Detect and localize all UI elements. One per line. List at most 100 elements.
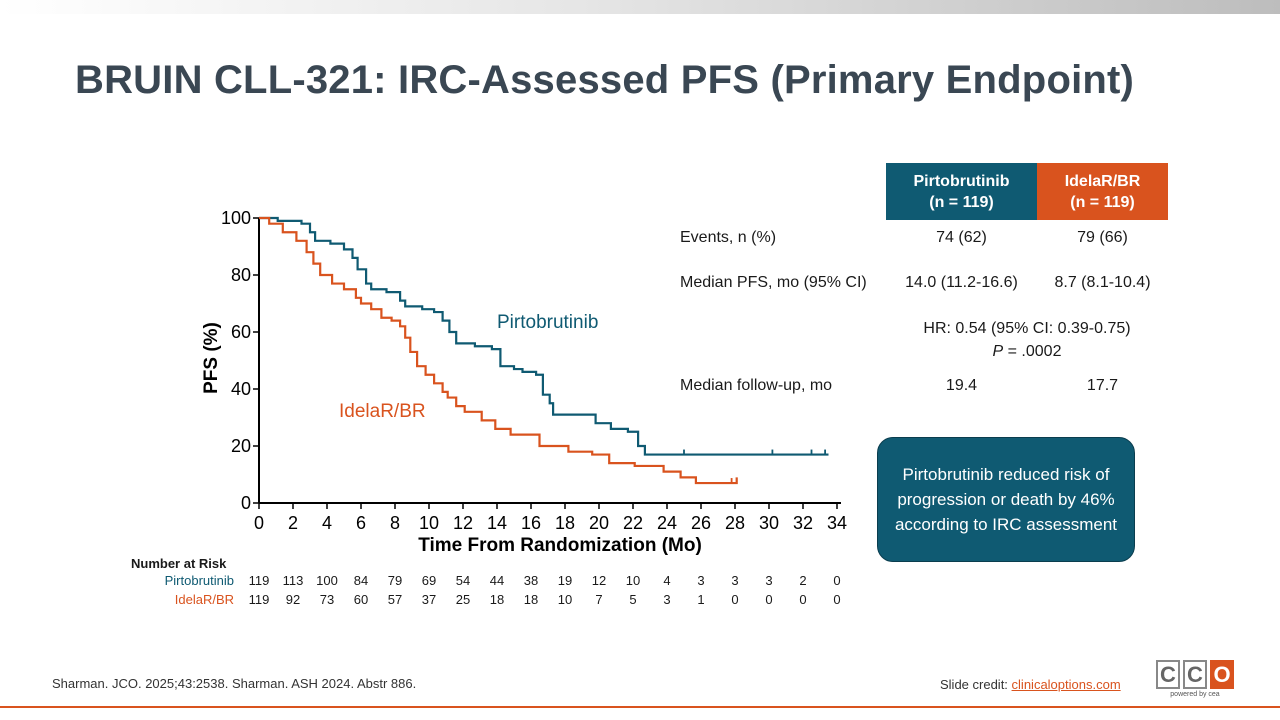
- annotation-pirtobrutinib: Pirtobrutinib: [497, 312, 598, 333]
- risk-value-idelar: 0: [765, 592, 773, 607]
- top-gradient-bar: [0, 0, 1280, 14]
- x-tick-label: 4: [322, 513, 332, 533]
- x-tick-label: 2: [288, 513, 298, 533]
- credit-prefix: Slide credit:: [940, 677, 1012, 692]
- header-idelar-n: (n = 119): [1070, 193, 1135, 211]
- events-label: Events, n (%): [680, 229, 777, 246]
- risk-value-idelar: 3: [663, 592, 671, 607]
- reference-citation: Sharman. JCO. 2025;43:2538. Sharman. ASH…: [52, 676, 417, 691]
- risk-value-idelar: 18: [489, 592, 505, 607]
- number-at-risk-title: Number at Risk: [131, 556, 227, 571]
- risk-value-idelar: 92: [285, 592, 301, 607]
- p-value-number: = .0002: [1003, 343, 1062, 360]
- slide-credit: Slide credit: clinicaloptions.com: [940, 677, 1121, 692]
- risk-value-idelar: 10: [557, 592, 573, 607]
- risk-value-idelar: 7: [595, 592, 603, 607]
- risk-value-idelar: 60: [353, 592, 369, 607]
- risk-value-pirtobrutinib: 2: [799, 573, 807, 588]
- y-tick-label: 100: [221, 208, 251, 228]
- logo-letter-c2: C: [1183, 660, 1207, 689]
- risk-value-pirtobrutinib: 79: [387, 573, 403, 588]
- x-tick-label: 20: [589, 513, 609, 533]
- p-value-symbol: P: [992, 343, 1004, 360]
- y-tick-label: 40: [231, 379, 251, 399]
- logo-letter-c1: C: [1156, 660, 1180, 689]
- km-chart: 0 2 4 6 8 10 12 14 16 18 20 22 24 26 28 30 32 34020406080…: [201, 208, 847, 556]
- logo-letter-o: O: [1210, 660, 1234, 689]
- x-tick-label: 24: [657, 513, 677, 533]
- y-axis-label: PFS (%): [201, 322, 222, 394]
- risk-value-pirtobrutinib: 0: [833, 573, 841, 588]
- risk-value-idelar: 5: [629, 592, 637, 607]
- risk-value-pirtobrutinib: 119: [248, 573, 270, 588]
- risk-value-pirtobrutinib: 3: [697, 573, 705, 588]
- x-tick-label: 18: [555, 513, 575, 533]
- header-idelar: IdelaR/BR (n = 119): [1037, 163, 1168, 220]
- idelar-curve: [259, 216, 738, 485]
- x-tick-label: 6: [356, 513, 366, 533]
- followup-idelar: 17.7: [1086, 377, 1119, 394]
- risk-value-idelar: 57: [387, 592, 403, 607]
- x-tick-label: 32: [793, 513, 813, 533]
- x-tick-label: 34: [827, 513, 847, 533]
- followup-pirtobrutinib: 19.4: [945, 377, 978, 394]
- risk-value-pirtobrutinib: 113: [282, 573, 304, 588]
- risk-value-pirtobrutinib: 3: [731, 573, 739, 588]
- events-idelar: 79 (66): [1077, 229, 1128, 246]
- risk-value-pirtobrutinib: 69: [421, 573, 437, 588]
- x-tick-label: 8: [390, 513, 400, 533]
- risk-value-idelar: 18: [523, 592, 539, 607]
- median-pfs-pirtobrutinib: 14.0 (11.2-16.6): [905, 274, 1018, 291]
- hazard-ratio: HR: 0.54 (95% CI: 0.39-0.75): [923, 320, 1131, 337]
- p-value: P = .0002: [886, 343, 1168, 361]
- annotation-idelar: IdelaR/BR: [339, 401, 426, 422]
- x-tick-label: 0: [254, 513, 264, 533]
- slide-title: BRUIN CLL-321: IRC-Assessed PFS (Primary…: [75, 58, 1135, 102]
- x-tick-label: 16: [521, 513, 541, 533]
- y-tick-label: 20: [231, 436, 251, 456]
- risk-value-pirtobrutinib: 10: [625, 573, 641, 588]
- risk-value-pirtobrutinib: 3: [765, 573, 773, 588]
- risk-value-idelar: 0: [799, 592, 807, 607]
- risk-value-pirtobrutinib: 19: [557, 573, 573, 588]
- header-pirtobrutinib-name: Pirtobrutinib: [913, 172, 1010, 190]
- y-tick-label: 0: [241, 493, 251, 513]
- risk-value-pirtobrutinib: 54: [455, 573, 471, 588]
- risk-value-idelar: 37: [421, 592, 437, 607]
- x-tick-label: 14: [487, 513, 507, 533]
- x-axis-label: Time From Randomization (Mo): [418, 535, 702, 556]
- risk-value-idelar: 119: [248, 592, 270, 607]
- callout-text: Pirtobrutinib reduced risk of progressio…: [894, 465, 1118, 534]
- header-pirtobrutinib-n: (n = 119): [929, 193, 994, 211]
- risk-label-idelar: IdelaR/BR: [174, 592, 234, 607]
- x-tick-label: 26: [691, 513, 711, 533]
- risk-value-idelar: 0: [731, 592, 739, 607]
- key-finding-callout: Pirtobrutinib reduced risk of progressio…: [877, 437, 1135, 562]
- cco-logo: C C O powered by cea: [1156, 660, 1234, 706]
- risk-value-pirtobrutinib: 4: [663, 573, 671, 588]
- risk-value-idelar: 0: [833, 592, 841, 607]
- risk-value-pirtobrutinib: 12: [591, 573, 607, 588]
- risk-value-pirtobrutinib: 38: [523, 573, 539, 588]
- header-idelar-name: IdelaR/BR: [1064, 172, 1141, 190]
- logo-subtitle: powered by cea: [1170, 691, 1220, 698]
- credit-link[interactable]: clinicaloptions.com: [1011, 677, 1121, 692]
- events-pirtobrutinib: 74 (62): [936, 229, 987, 246]
- y-tick-label: 80: [231, 265, 251, 285]
- x-tick-label: 28: [725, 513, 745, 533]
- risk-value-idelar: 25: [455, 592, 471, 607]
- risk-value-idelar: 1: [697, 592, 705, 607]
- risk-value-pirtobrutinib: 84: [353, 573, 369, 588]
- median-pfs-label: Median PFS, mo (95% CI): [680, 274, 867, 291]
- median-pfs-idelar: 8.7 (8.1-10.4): [1054, 274, 1151, 291]
- chart-axes: 0 2 4 6 8 10 12 14 16 18 20 22 24 26 28 30 32 34020406080…: [221, 208, 847, 533]
- y-tick-label: 60: [231, 322, 251, 342]
- x-tick-label: 22: [623, 513, 643, 533]
- footer-accent-line: [0, 706, 1280, 708]
- risk-value-idelar: 73: [319, 592, 335, 607]
- risk-value-pirtobrutinib: 100: [316, 573, 338, 588]
- x-tick-label: 12: [453, 513, 473, 533]
- followup-label: Median follow-up, mo: [680, 377, 833, 394]
- risk-value-pirtobrutinib: 44: [489, 573, 505, 588]
- risk-label-pirtobrutinib: Pirtobrutinib: [164, 573, 234, 588]
